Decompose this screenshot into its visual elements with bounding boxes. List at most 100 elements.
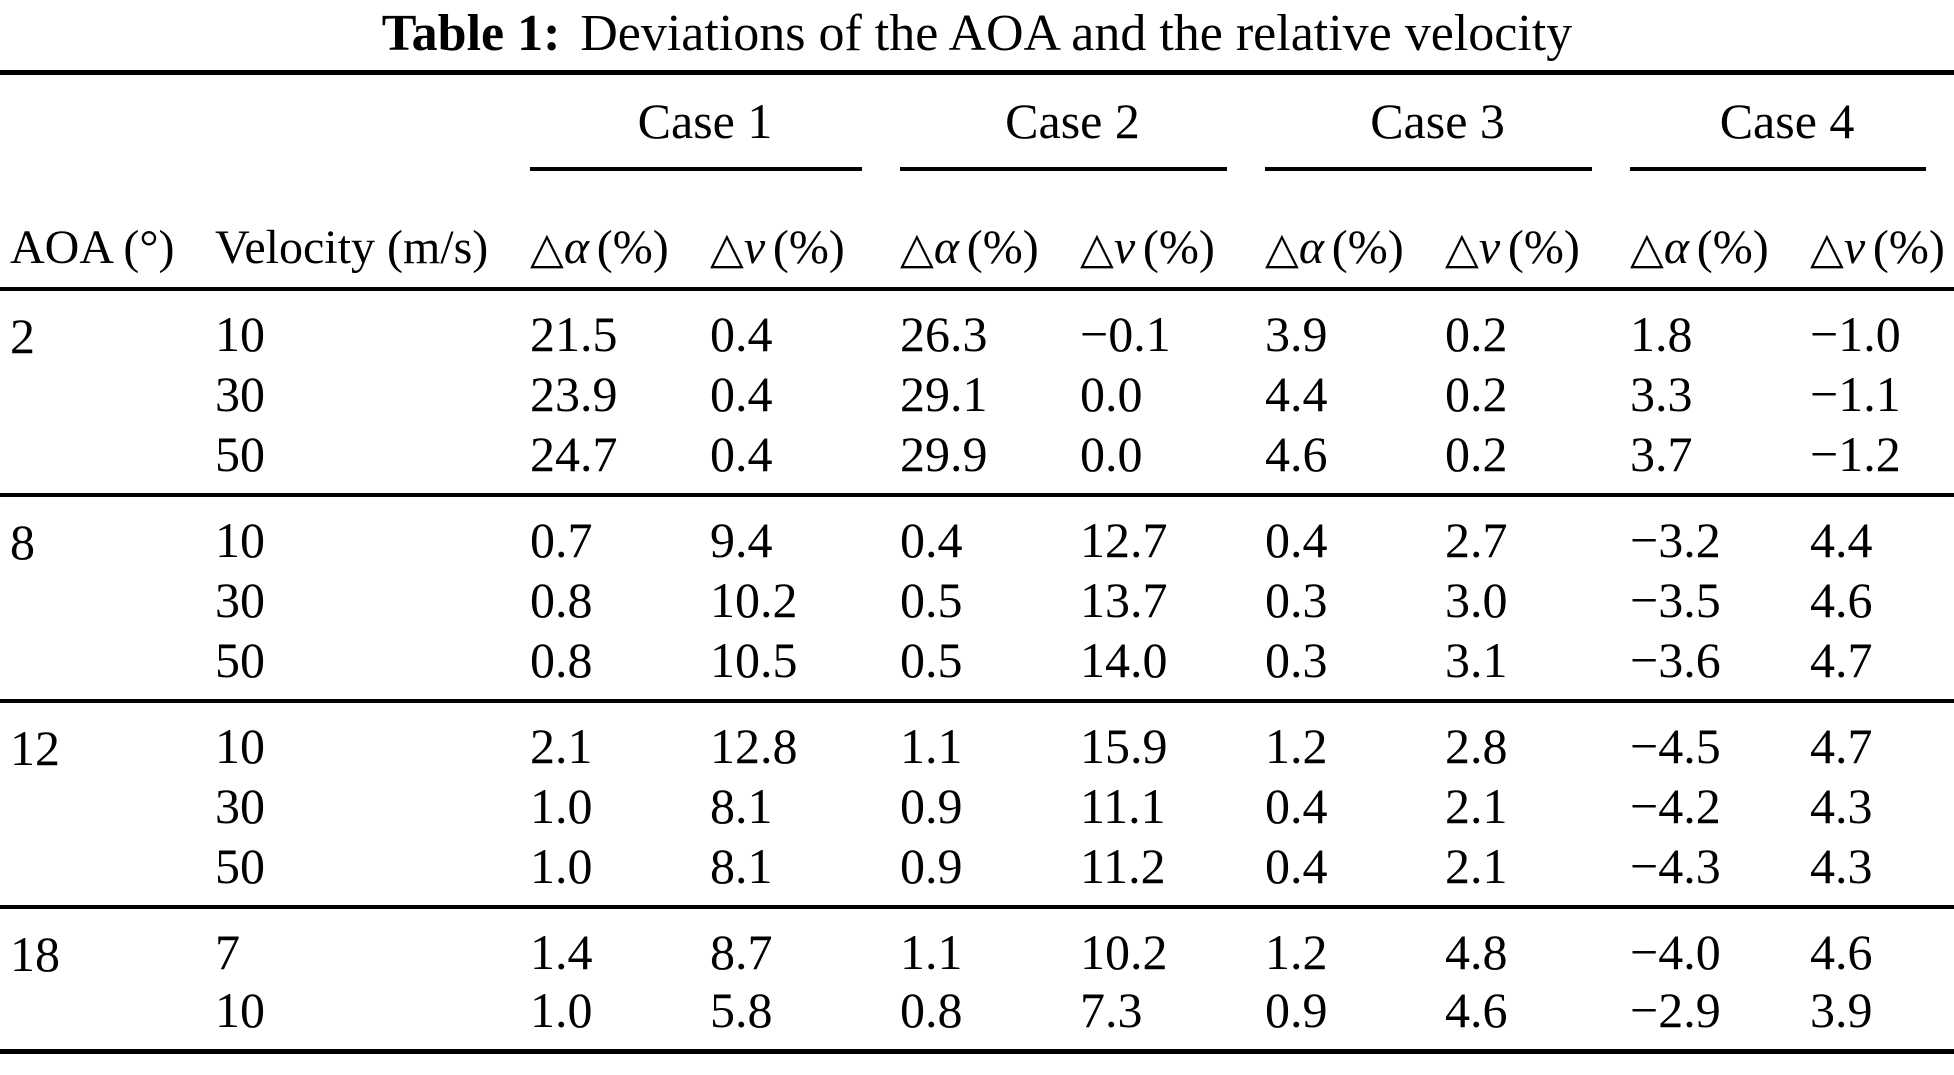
aoa-value-cell: 18 (0, 907, 205, 1054)
table-row: 50 1.0 8.1 0.9 11.2 0.4 2.1 −4.3 4.3 (0, 837, 1954, 909)
value-cell: 0.0 (1080, 366, 1143, 422)
value-cell: 23.9 (530, 366, 618, 422)
value-cell: 8.1 (700, 837, 891, 909)
table-title-text: Deviations of the AOA and the relative v… (580, 5, 1573, 62)
col-header-aoa: AOA (°) (0, 171, 205, 291)
triangle-symbol: △ (900, 223, 934, 274)
value-cell: 14.0 (1070, 631, 1256, 703)
value-cell: 0.8 (520, 631, 700, 703)
value-cell: 0.4 (710, 306, 773, 362)
case-underline-cell (520, 167, 890, 171)
value-cell: 8.1 (710, 778, 773, 834)
aoa-value-cell: 8 (0, 495, 205, 703)
value-cell: 3.0 (1445, 572, 1508, 628)
percent-unit: (%) (772, 221, 845, 274)
value-cell: 10.2 (710, 572, 798, 628)
value-cell: 0.8 (530, 572, 593, 628)
value-cell: 2.1 (530, 718, 593, 774)
table-title: Table 1: Deviations of the AOA and the r… (0, 0, 1954, 70)
value-cell: 3.3 (1630, 366, 1693, 422)
aoa-value-cell: 2 (0, 289, 205, 497)
value-cell: 1.2 (1265, 718, 1328, 774)
case-1-underline-rule (530, 167, 863, 171)
table-row: 50 24.7 0.4 29.9 0.0 4.6 0.2 3.7 −1.2 (0, 425, 1954, 497)
value-cell: 0.3 (1265, 572, 1328, 628)
value-cell: 0.7 (530, 512, 593, 568)
col-header-delta-alpha-case3: △α (%) (1255, 171, 1436, 291)
value-cell: 21.5 (530, 306, 618, 362)
value-cell: 4.6 (1810, 924, 1873, 980)
value-cell: 2.8 (1445, 718, 1508, 774)
table-row: 30 1.0 8.1 0.9 11.1 0.4 2.1 −4.2 4.3 (0, 775, 1954, 837)
v-symbol: v (1478, 221, 1501, 274)
case-header-1: Case 1 (520, 70, 891, 167)
value-cell: 0.4 (1255, 837, 1436, 909)
value-cell: 0.2 (1435, 425, 1621, 497)
value-cell: 0.3 (1255, 631, 1436, 703)
value-cell: −3.5 (1630, 572, 1721, 628)
triangle-symbol: △ (1080, 223, 1114, 274)
value-cell: 0.9 (900, 778, 963, 834)
v-symbol: v (1843, 221, 1866, 274)
velocity-cell: 30 (215, 778, 265, 834)
column-header-row: AOA (°) Velocity (m/s) △α (%) △v (%) △α (%)… (0, 171, 1954, 291)
value-cell: 4.6 (1435, 981, 1621, 1054)
triangle-symbol: △ (710, 223, 744, 274)
velocity-cell: 50 (205, 837, 520, 909)
value-cell: −2.9 (1620, 981, 1801, 1054)
triangle-symbol: △ (1810, 223, 1844, 274)
value-cell: 24.7 (520, 425, 700, 497)
alpha-symbol: α (1298, 221, 1325, 274)
alpha-symbol: α (563, 221, 590, 274)
velocity-cell: 10 (215, 306, 265, 362)
value-cell: −3.6 (1620, 631, 1801, 703)
velocity-cell: 10 (205, 981, 520, 1054)
value-cell: 1.2 (1265, 924, 1328, 980)
value-cell: 29.1 (900, 366, 988, 422)
value-cell: 0.2 (1445, 366, 1508, 422)
col-header-delta-alpha-case4: △α (%) (1620, 171, 1801, 291)
percent-unit: (%) (596, 221, 669, 274)
value-cell: 12.8 (710, 718, 798, 774)
value-cell: 3.9 (1800, 981, 1954, 1054)
triangle-symbol: △ (1630, 223, 1664, 274)
table-row: 18 7 1.4 8.7 1.1 10.2 1.2 4.8 −4.0 4.6 (0, 907, 1954, 1054)
percent-unit: (%) (1872, 221, 1945, 274)
table-row: 30 0.8 10.2 0.5 13.7 0.3 3.0 −3.5 4.6 (0, 569, 1954, 631)
value-cell: 2.7 (1445, 512, 1508, 568)
value-cell: 4.4 (1810, 512, 1873, 568)
value-cell: 2.1 (1435, 837, 1621, 909)
value-cell: 0.2 (1445, 306, 1508, 362)
value-cell: 10.5 (700, 631, 891, 703)
triangle-symbol: △ (530, 223, 564, 274)
col-header-velocity: Velocity (m/s) (205, 171, 520, 291)
value-cell: 29.9 (890, 425, 1071, 497)
value-cell: −4.2 (1630, 778, 1721, 834)
value-cell: 0.0 (1070, 425, 1256, 497)
value-cell: 0.9 (890, 837, 1071, 909)
value-cell: 3.1 (1435, 631, 1621, 703)
table-row: 50 0.8 10.5 0.5 14.0 0.3 3.1 −3.6 4.7 (0, 631, 1954, 703)
value-cell: 2.1 (1445, 778, 1508, 834)
col-header-delta-alpha-case1: △α (%) (520, 171, 700, 291)
value-cell: 1.4 (530, 924, 593, 980)
value-cell: 8.7 (710, 924, 773, 980)
case-2-underline-rule (900, 167, 1228, 171)
value-cell: −0.1 (1080, 306, 1171, 362)
value-cell: 1.1 (900, 718, 963, 774)
case-underline-cell (1255, 167, 1620, 171)
table-row: 12 10 2.1 12.8 1.1 15.9 1.2 2.8 −4.5 4.7 (0, 701, 1954, 909)
case-4-underline-rule (1630, 167, 1927, 171)
case-3-underline-rule (1265, 167, 1593, 171)
case-header-spacer (0, 70, 520, 167)
table-row: 10 1.0 5.8 0.8 7.3 0.9 4.6 −2.9 3.9 (0, 981, 1954, 1054)
col-header-delta-v-case4: △v (%) (1800, 171, 1954, 291)
col-header-delta-v-case2: △v (%) (1070, 171, 1256, 291)
value-cell: 3.9 (1265, 306, 1328, 362)
value-cell: 26.3 (900, 306, 988, 362)
case-header-4: Case 4 (1620, 70, 1954, 167)
value-cell: 1.8 (1630, 306, 1693, 362)
value-cell: −4.5 (1630, 718, 1721, 774)
value-cell: 0.4 (710, 366, 773, 422)
